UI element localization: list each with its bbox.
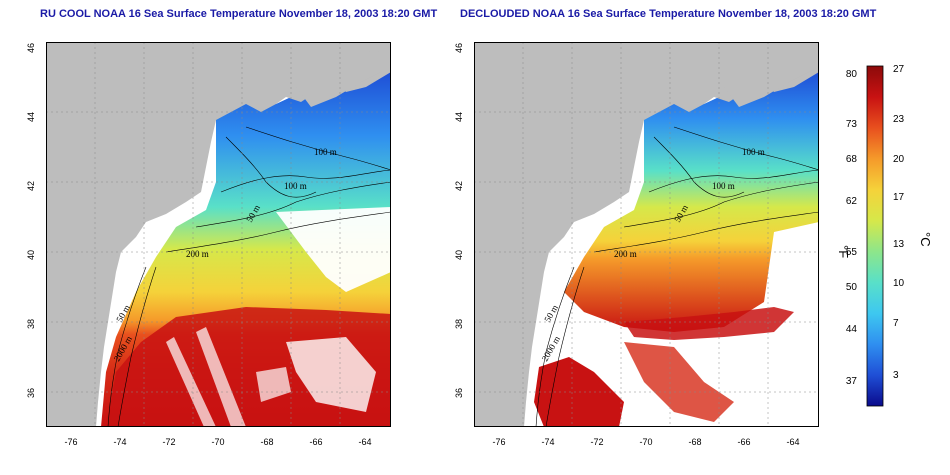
x-tick-right-5: -66 <box>737 437 750 447</box>
y-tick-left-0: 46 <box>26 43 36 53</box>
y-tick-right-1: 44 <box>454 112 464 122</box>
cloud-mask <box>166 207 391 427</box>
y-tick-right-4: 38 <box>454 319 464 329</box>
fahrenheit-tick-2: 68 <box>846 154 858 165</box>
contour-label-100m-a: 100 m <box>742 147 765 157</box>
y-tick-right-2: 42 <box>454 181 464 191</box>
x-tick-left-3: -70 <box>211 437 224 447</box>
sst-map-declouded: 100 m 100 m 50 m 200 m 50 m 2000 m <box>474 42 819 427</box>
x-tick-right-0: -76 <box>492 437 505 447</box>
left-map-title: RU COOL NOAA 16 Sea Surface Temperature … <box>40 8 438 20</box>
contour-label-200m: 200 m <box>614 249 637 259</box>
x-tick-right-6: -64 <box>786 437 799 447</box>
celsius-tick-5: 10 <box>893 278 905 289</box>
fahrenheit-tick-1: 73 <box>846 119 858 130</box>
sst-field <box>564 72 819 332</box>
fahrenheit-unit-label: °F <box>836 245 851 258</box>
y-tick-left-5: 36 <box>26 388 36 398</box>
fahrenheit-tick-4: 55 <box>846 247 858 258</box>
land-mass <box>46 42 391 427</box>
fahrenheit-tick-3: 62 <box>846 196 858 207</box>
celsius-tick-6: 7 <box>893 318 899 329</box>
y-tick-left-1: 44 <box>26 112 36 122</box>
shelf-edge-warm-band <box>624 307 794 340</box>
map-frame <box>46 42 391 427</box>
celsius-tick-1: 23 <box>893 114 905 125</box>
fahrenheit-tick-7: 37 <box>846 376 858 387</box>
sst-map-cloudy: 100 m 100 m 50 m 200 m 50 m 2000 m <box>46 42 391 427</box>
celsius-tick-4: 13 <box>893 239 905 250</box>
map-frame <box>474 42 819 427</box>
land-mass <box>474 42 819 427</box>
fahrenheit-tick-6: 44 <box>846 324 858 335</box>
y-tick-left-3: 40 <box>26 250 36 260</box>
x-tick-right-2: -72 <box>590 437 603 447</box>
contour-label-200m: 200 m <box>186 249 209 259</box>
y-tick-right-0: 46 <box>454 43 464 53</box>
offshore-warm-patches <box>624 342 734 422</box>
nova-scotia <box>724 50 819 107</box>
colorbar-gradient <box>866 65 884 407</box>
x-tick-right-3: -70 <box>639 437 652 447</box>
x-tick-left-1: -74 <box>113 437 126 447</box>
celsius-unit-label: °C <box>918 232 933 247</box>
x-tick-left-5: -66 <box>309 437 322 447</box>
contour-label-100m-b: 100 m <box>284 181 307 191</box>
fahrenheit-tick-0: 80 <box>846 69 858 80</box>
fahrenheit-tick-5: 50 <box>846 282 858 293</box>
right-map-title: DECLOUDED NOAA 16 Sea Surface Temperatur… <box>460 8 877 20</box>
y-tick-left-4: 38 <box>26 319 36 329</box>
celsius-tick-2: 20 <box>893 154 905 165</box>
nova-scotia <box>296 50 391 107</box>
x-tick-right-4: -68 <box>688 437 701 447</box>
celsius-tick-0: 27 <box>893 64 905 75</box>
x-tick-right-1: -74 <box>541 437 554 447</box>
x-tick-left-0: -76 <box>64 437 77 447</box>
x-tick-left-6: -64 <box>358 437 371 447</box>
contour-label-100m-a: 100 m <box>314 147 337 157</box>
y-tick-left-2: 42 <box>26 181 36 191</box>
celsius-tick-7: 3 <box>893 370 899 381</box>
x-tick-left-4: -68 <box>260 437 273 447</box>
y-tick-right-5: 36 <box>454 388 464 398</box>
map-grid <box>474 42 819 427</box>
celsius-tick-3: 17 <box>893 192 905 203</box>
contour-label-100m-b: 100 m <box>712 181 735 191</box>
x-tick-left-2: -72 <box>162 437 175 447</box>
map-grid <box>46 42 391 427</box>
y-tick-right-3: 40 <box>454 250 464 260</box>
